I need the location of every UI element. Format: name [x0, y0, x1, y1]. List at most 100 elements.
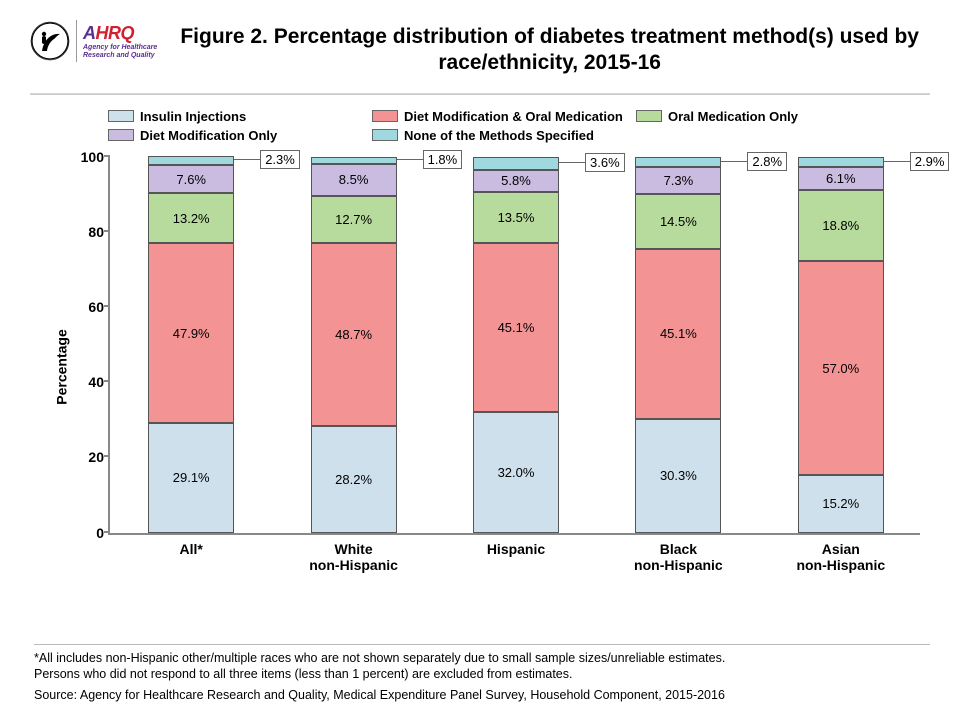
bar-segment-none [473, 157, 559, 171]
legend-swatch [372, 129, 398, 141]
bar-segment-diet_only: 5.8% [473, 170, 559, 192]
segment-value: 28.2% [335, 472, 372, 487]
bar-segment-oral_only: 12.7% [311, 196, 397, 244]
callout-none: 1.8% [423, 150, 463, 169]
bar-segment-diet_only: 7.6% [148, 165, 234, 194]
segment-value: 6.1% [826, 171, 856, 186]
legend-swatch [636, 110, 662, 122]
header: AHRQ Agency for Healthcare Research and … [0, 0, 960, 85]
logo-divider [76, 20, 77, 62]
footnotes: *All includes non-Hispanic other/multipl… [34, 644, 930, 704]
y-tick-mark [104, 305, 110, 307]
segment-value: 15.2% [822, 496, 859, 511]
bar-segment-none [148, 156, 234, 165]
figure-title: Figure 2. Percentage distribution of dia… [169, 20, 930, 77]
header-rule [30, 93, 930, 95]
callout-none: 2.9% [910, 152, 950, 171]
y-tick-label: 80 [66, 224, 104, 240]
plot-area: 02040608010029.1%47.9%13.2%7.6%2.3%All*2… [108, 157, 920, 535]
legend-label: None of the Methods Specified [404, 128, 594, 143]
legend-label: Diet Modification Only [140, 128, 277, 143]
segment-value: 29.1% [173, 470, 210, 485]
bar-segment-diet_oral: 47.9% [148, 243, 234, 423]
bar-segment-diet_oral: 48.7% [311, 243, 397, 426]
y-tick-mark [104, 155, 110, 157]
legend-item-insulin: Insulin Injections [108, 109, 372, 124]
y-tick-mark [104, 531, 110, 533]
bar-segment-insulin: 30.3% [635, 419, 721, 533]
x-axis-label: All* [111, 541, 271, 557]
bar-segment-insulin: 15.2% [798, 475, 884, 532]
ahrq-wordmark: AHRQ [83, 23, 157, 44]
bar-segment-diet_only: 7.3% [635, 167, 721, 194]
ahrq-logo: AHRQ Agency for Healthcare Research and … [83, 23, 157, 59]
x-axis-label: Asiannon-Hispanic [761, 541, 921, 573]
x-axis-label: Blacknon-Hispanic [598, 541, 758, 573]
legend-label: Diet Modification & Oral Medication [404, 109, 623, 124]
hhs-logo-icon [30, 21, 70, 61]
bar-segment-diet_oral: 45.1% [473, 243, 559, 413]
y-tick-label: 100 [66, 149, 104, 165]
segment-value: 18.8% [822, 218, 859, 233]
segment-value: 12.7% [335, 212, 372, 227]
callout-leader [397, 159, 423, 160]
ahrq-tagline-l1: Agency for Healthcare [83, 44, 157, 51]
bar-segment-insulin: 28.2% [311, 426, 397, 532]
y-tick-label: 20 [66, 449, 104, 465]
callout-leader [559, 162, 585, 163]
footnote-line-2: Persons who did not respond to all three… [34, 667, 930, 683]
y-tick-mark [104, 380, 110, 382]
ahrq-tagline-l2: Research and Quality [83, 52, 155, 59]
callout-none: 3.6% [585, 153, 625, 172]
bar-segment-oral_only: 13.2% [148, 193, 234, 243]
segment-value: 57.0% [822, 361, 859, 376]
segment-value: 7.6% [176, 172, 206, 187]
legend-swatch [108, 110, 134, 122]
segment-value: 32.0% [498, 465, 535, 480]
callout-none: 2.3% [260, 150, 300, 169]
bar-segment-insulin: 32.0% [473, 412, 559, 532]
segment-value: 30.3% [660, 468, 697, 483]
bar-segment-none [311, 157, 397, 164]
callout-none: 2.8% [747, 152, 787, 171]
segment-value: 7.3% [664, 173, 694, 188]
legend-swatch [108, 129, 134, 141]
bar-segment-diet_oral: 45.1% [635, 249, 721, 419]
segment-value: 13.5% [498, 210, 535, 225]
legend-label: Oral Medication Only [668, 109, 798, 124]
y-tick-label: 60 [66, 299, 104, 315]
bar-segment-oral_only: 13.5% [473, 192, 559, 243]
legend-swatch [372, 110, 398, 122]
y-tick-label: 40 [66, 374, 104, 390]
segment-value: 45.1% [660, 326, 697, 341]
footnote-rule [34, 644, 930, 645]
legend-item-none: None of the Methods Specified [372, 128, 636, 143]
ahrq-tagline: Agency for Healthcare Research and Quali… [83, 44, 157, 59]
segment-value: 13.2% [173, 211, 210, 226]
y-axis-label: Percentage [54, 329, 70, 404]
y-tick-mark [104, 230, 110, 232]
logo-group: AHRQ Agency for Healthcare Research and … [30, 20, 157, 62]
bar-segment-diet_only: 6.1% [798, 167, 884, 190]
segment-value: 8.5% [339, 172, 369, 187]
segment-value: 5.8% [501, 173, 531, 188]
chart: Percentage 0 20 40 60 80 100 29.1% 47.9% 13.2% 7.… [30, 151, 930, 583]
callout-leader [721, 161, 747, 162]
callout-leader [884, 161, 910, 162]
footnote-line-1: *All includes non-Hispanic other/multipl… [34, 651, 930, 667]
legend-item-oral_only: Oral Medication Only [636, 109, 900, 124]
y-tick-label: 0 [66, 525, 104, 541]
bar-segment-none [635, 157, 721, 168]
bar-segment-insulin: 29.1% [148, 423, 234, 532]
legend-label: Insulin Injections [140, 109, 246, 124]
legend-item-diet_only: Diet Modification Only [108, 128, 372, 143]
legend-item-diet_oral: Diet Modification & Oral Medication [372, 109, 636, 124]
bar-segment-oral_only: 18.8% [798, 190, 884, 261]
y-tick-mark [104, 455, 110, 457]
bar-segment-diet_oral: 57.0% [798, 261, 884, 475]
segment-value: 47.9% [173, 326, 210, 341]
source-line: Source: Agency for Healthcare Research a… [34, 688, 930, 704]
x-axis-label: Whitenon-Hispanic [274, 541, 434, 573]
segment-value: 48.7% [335, 327, 372, 342]
x-axis-label: Hispanic [436, 541, 596, 557]
